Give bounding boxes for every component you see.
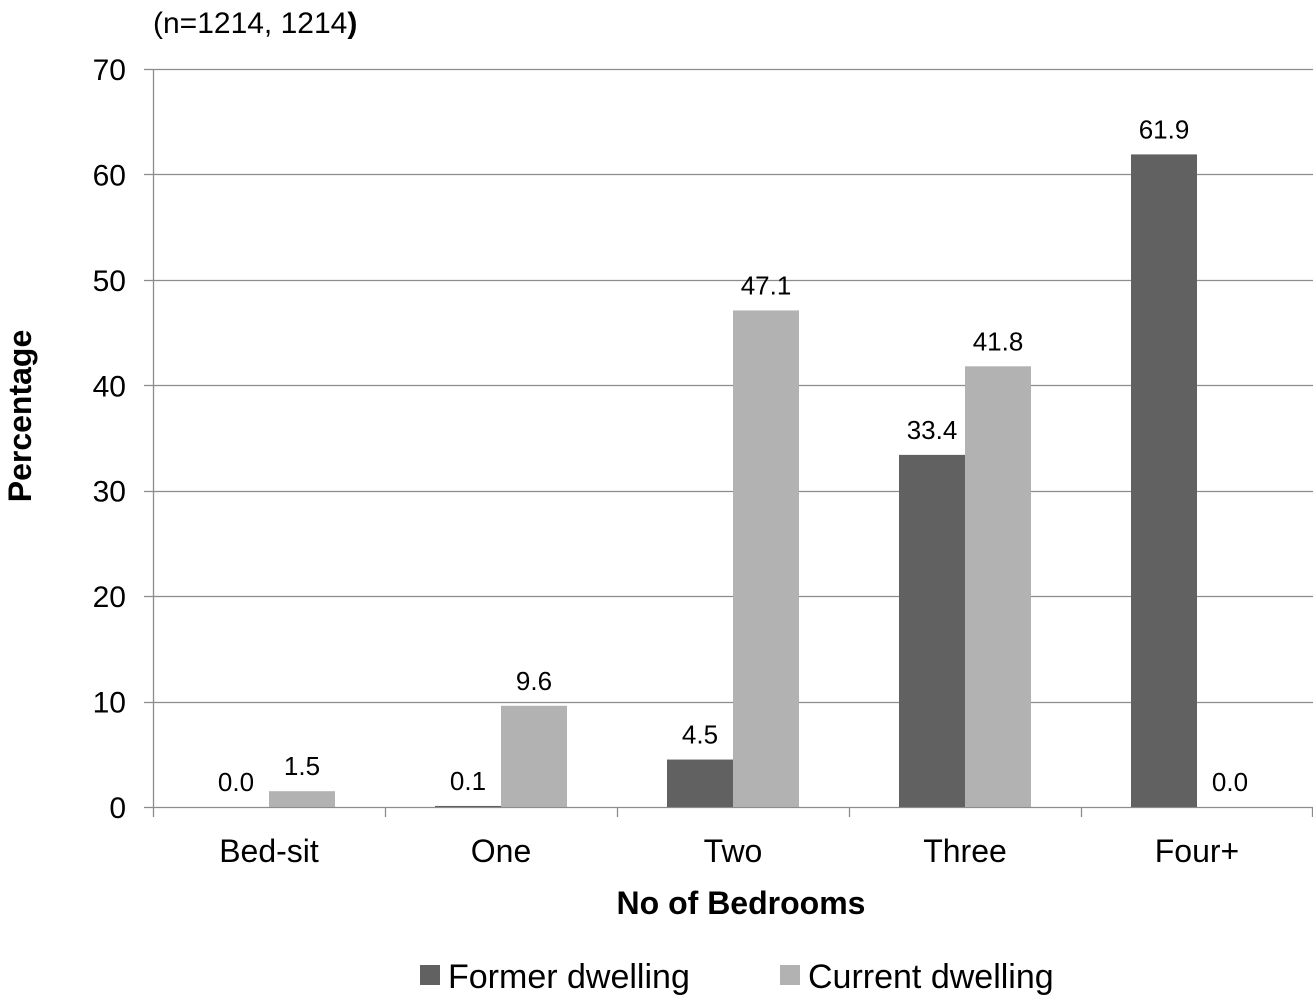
legend-swatch-former-dwelling — [420, 965, 440, 985]
x-axis-category-label: Bed-sit — [219, 833, 319, 869]
data-label-former-dwelling: 0.1 — [450, 766, 486, 796]
bar-current-dwelling — [965, 366, 1031, 807]
bar-current-dwelling — [501, 705, 567, 807]
data-label-current-dwelling: 9.6 — [516, 666, 552, 696]
data-label-former-dwelling: 33.4 — [907, 415, 958, 445]
chart-subtitle: (n=1214, 1214) — [153, 7, 357, 40]
data-label-current-dwelling: 47.1 — [741, 270, 792, 300]
y-axis-tick-label: 20 — [93, 581, 126, 614]
data-label-former-dwelling: 4.5 — [682, 720, 718, 750]
y-axis-tick-label: 60 — [93, 159, 126, 192]
bar-current-dwelling — [269, 791, 335, 807]
legend: Former dwelling Current dwelling — [420, 958, 1054, 996]
bars — [269, 154, 1197, 807]
x-axis-category-label: One — [471, 833, 531, 869]
data-label-current-dwelling: 1.5 — [284, 751, 320, 781]
x-axis-category-label: Three — [923, 833, 1007, 869]
y-axis-tick-labels: 0 10 20 30 40 50 60 70 — [93, 54, 126, 825]
data-label-former-dwelling: 0.0 — [218, 767, 254, 797]
y-axis-tick-label: 30 — [93, 476, 126, 509]
bar-former-dwelling — [667, 759, 733, 807]
chart-subtitle-close-paren: ) — [347, 7, 357, 40]
legend-label-current-dwelling: Current dwelling — [808, 958, 1054, 996]
y-axis-tick-label: 50 — [93, 265, 126, 298]
data-label-former-dwelling: 61.9 — [1139, 114, 1190, 144]
legend-label-former-dwelling: Former dwelling — [448, 958, 690, 996]
y-axis-tick-label: 0 — [109, 792, 126, 825]
data-labels: 0.0 1.5 0.1 9.6 4.5 47.1 33.4 41.8 61.9 0.0 — [218, 114, 1248, 797]
chart-subtitle-text: (n=1214, 1214 — [153, 7, 347, 40]
y-axis-title: Percentage — [2, 330, 38, 503]
data-label-current-dwelling: 41.8 — [973, 326, 1024, 356]
x-axis-category-label: Two — [704, 833, 763, 869]
bar-former-dwelling — [1131, 154, 1197, 807]
y-axis-tick-label: 40 — [93, 370, 126, 403]
legend-swatch-current-dwelling — [780, 965, 800, 985]
x-axis-category-label: Four+ — [1155, 833, 1239, 869]
y-axis-tick-label: 10 — [93, 687, 126, 720]
x-axis-category-labels: Bed-sit One Two Three Four+ — [219, 833, 1239, 869]
data-label-current-dwelling: 0.0 — [1212, 767, 1248, 797]
bar-current-dwelling — [733, 310, 799, 807]
bar-former-dwelling — [899, 454, 965, 807]
x-axis-title: No of Bedrooms — [617, 885, 866, 921]
bar-former-dwelling — [435, 805, 501, 807]
y-axis-tick-label: 70 — [93, 54, 126, 87]
